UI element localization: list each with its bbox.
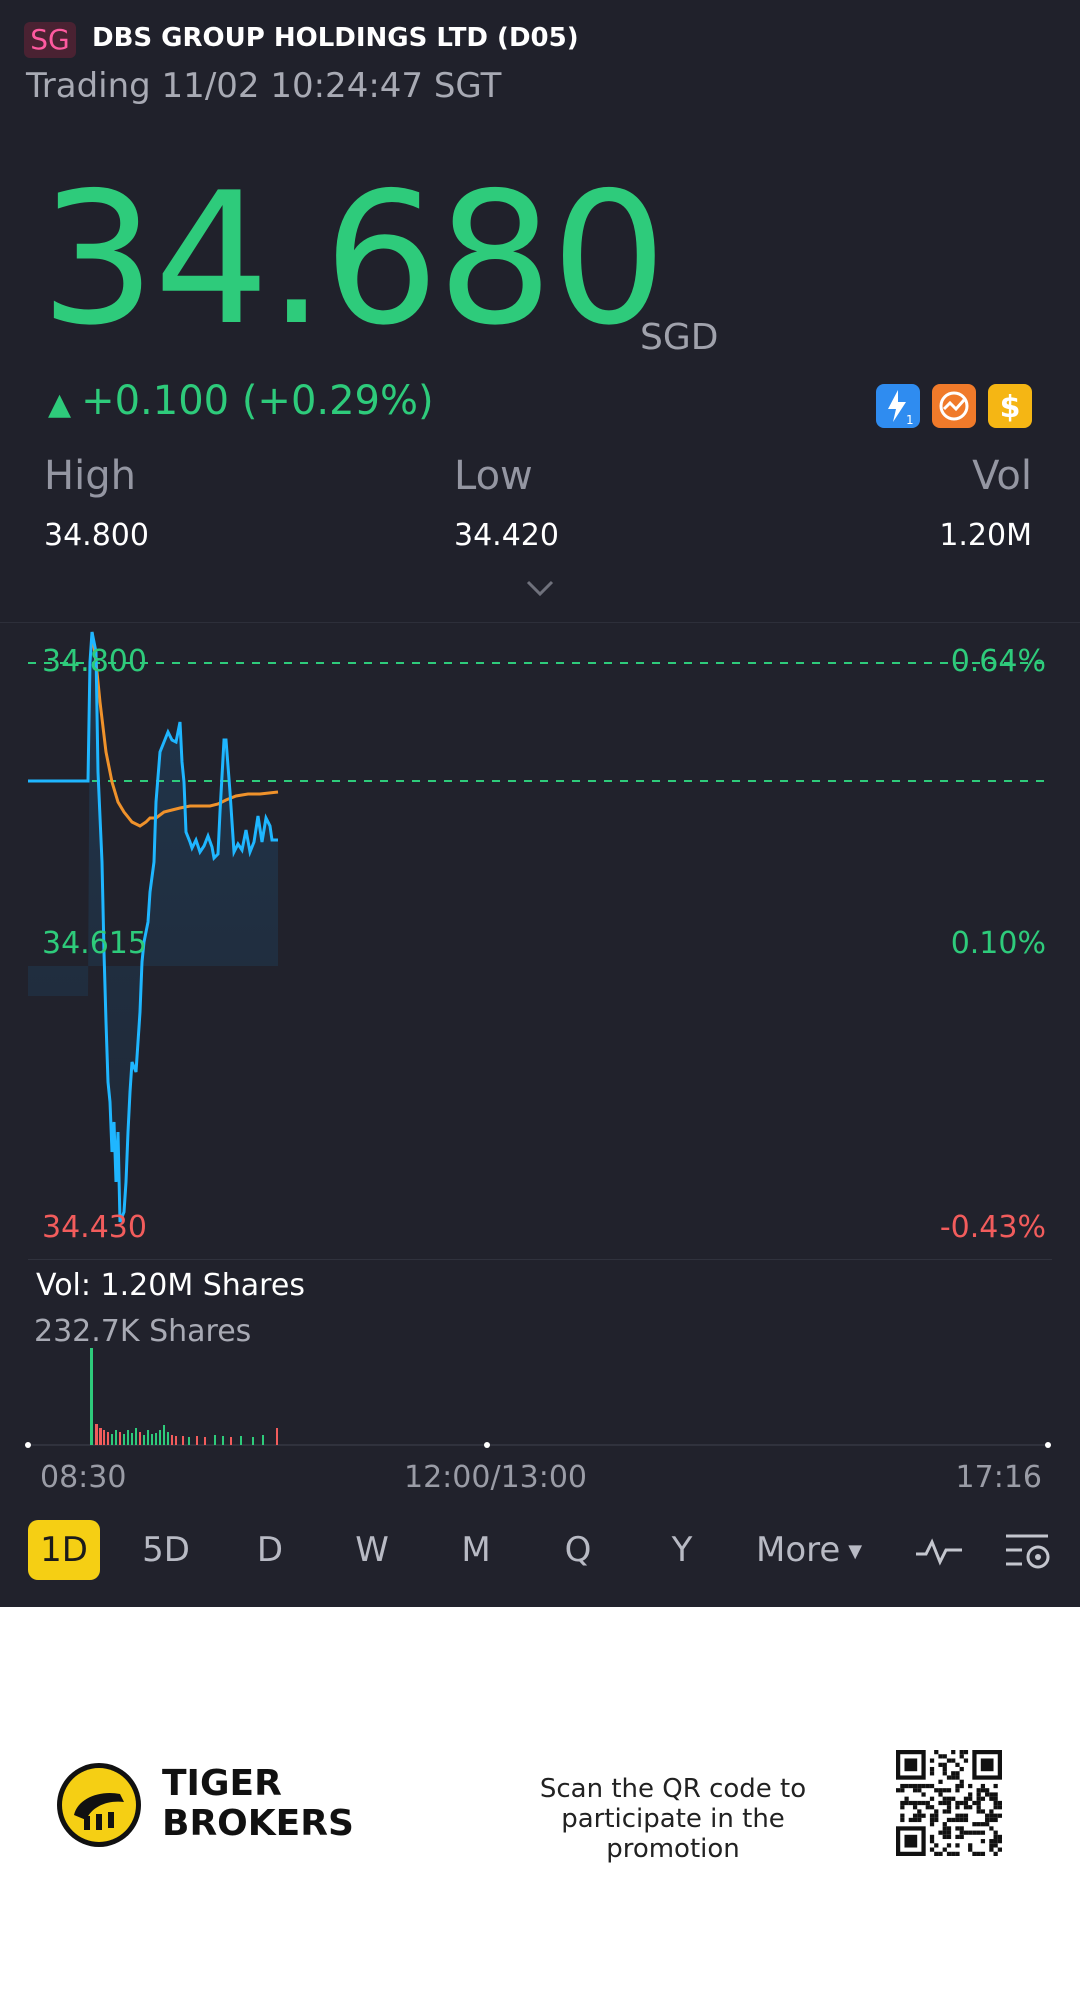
change-value: +0.100 (+0.29%) (81, 378, 434, 424)
time-mid: 12:00/13:00 (404, 1460, 588, 1495)
intraday-chart[interactable] (0, 622, 1080, 1582)
promo-text: Scan the QR code to participate in the p… (498, 1774, 848, 1864)
market-badge: SG (24, 22, 76, 58)
svg-text:$: $ (1000, 390, 1021, 425)
last-price: 34.680 (40, 153, 667, 365)
high-value: 34.800 (44, 518, 149, 553)
up-arrow-icon: ▲ (48, 387, 72, 422)
volume-sub-label: 232.7K Shares (34, 1314, 252, 1349)
time-end: 17:16 (955, 1460, 1042, 1495)
chart-settings-icon[interactable] (1004, 1530, 1052, 1570)
price-change: ▲ +0.100 (+0.29%) (48, 376, 434, 430)
promo-line1: Scan the QR code to (539, 1774, 807, 1804)
y-axis-high: 34.800 (42, 644, 147, 679)
promo-line2: participate in the promotion (561, 1804, 785, 1864)
dollar-icon[interactable]: $ (988, 384, 1032, 428)
period-q[interactable]: Q (564, 1530, 592, 1570)
volume-label: Vol: 1.20M Shares (36, 1268, 305, 1303)
vol-value: 1.20M (939, 518, 1032, 553)
y-axis-high-pct: 0.64% (950, 644, 1046, 679)
period-5d[interactable]: 5D (142, 1530, 190, 1570)
y-axis-low-pct: -0.43% (939, 1210, 1046, 1245)
chevron-down-icon[interactable] (522, 574, 558, 602)
low-value: 34.420 (454, 518, 559, 553)
period-more-label: More (756, 1530, 841, 1570)
brand-name: TIGER BROKERS (162, 1764, 354, 1844)
stock-name: DBS GROUP HOLDINGS LTD (D05) (92, 23, 579, 53)
y-axis-low: 34.430 (42, 1210, 147, 1245)
tiger-logo-icon (54, 1760, 144, 1850)
period-m[interactable]: M (461, 1530, 491, 1570)
lightning-level1-icon[interactable]: 1 (876, 384, 920, 428)
time-start: 08:30 (40, 1460, 127, 1495)
svg-text:1: 1 (906, 413, 914, 427)
period-w[interactable]: W (355, 1530, 389, 1570)
currency: SGD (640, 317, 719, 358)
high-label: High (44, 453, 136, 499)
low-label: Low (454, 453, 533, 499)
period-d[interactable]: D (256, 1530, 284, 1570)
volume-bars (25, 1348, 1051, 1448)
vol-label: Vol (972, 453, 1032, 499)
period-more[interactable]: More ▼ (756, 1520, 866, 1580)
price-line (28, 631, 278, 1223)
brand-line2: BROKERS (162, 1803, 354, 1844)
trend-options-icon[interactable] (932, 384, 976, 428)
qr-code-icon[interactable] (896, 1750, 1002, 1856)
price-area (28, 632, 278, 1222)
caret-down-icon: ▼ (848, 1540, 863, 1562)
y-axis-mid-pct: 0.10% (950, 926, 1046, 961)
y-axis-mid: 34.615 (42, 926, 147, 961)
chart-divider (28, 1259, 1052, 1260)
average-price-line (90, 631, 279, 828)
period-1d[interactable]: 1D (28, 1520, 100, 1580)
indicator-wave-icon[interactable] (914, 1534, 964, 1568)
period-y[interactable]: Y (671, 1530, 693, 1570)
trading-status: Trading 11/02 10:24:47 SGT (26, 66, 502, 106)
brand-line1: TIGER (162, 1763, 282, 1804)
